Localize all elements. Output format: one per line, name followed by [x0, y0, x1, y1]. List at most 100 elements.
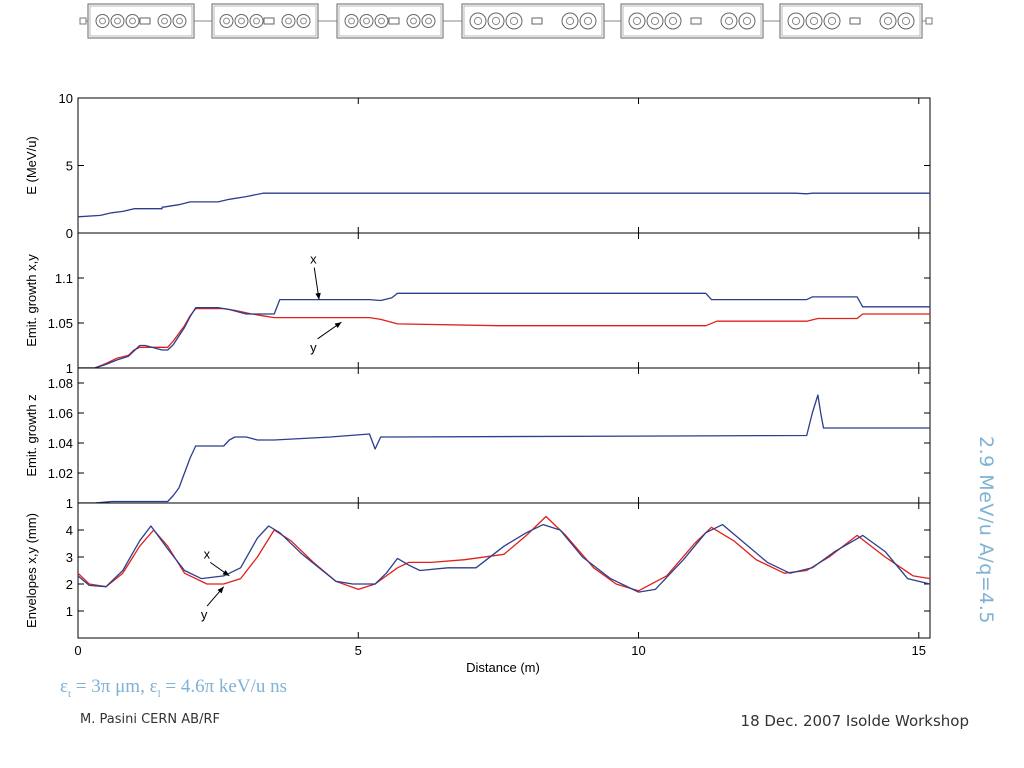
- annotation-label: y: [201, 607, 208, 622]
- cryomodule: [779, 3, 923, 39]
- cavity-core: [809, 16, 819, 26]
- y-tick-label: 3: [66, 550, 73, 565]
- chart-panel: 1 1.02 1.04 1.06 1.08 Emit. growth z: [24, 367, 931, 511]
- series-line-x: [78, 292, 930, 369]
- y-tick-label: 1: [66, 496, 73, 511]
- beam-parameters-caption: 2.9 MeV/u A/q=4.5: [975, 436, 997, 624]
- cavity-core: [363, 17, 370, 25]
- annotation-label: y: [310, 340, 317, 355]
- cavity-core: [238, 17, 245, 25]
- cavity: [897, 12, 915, 30]
- annotation-label: x: [204, 546, 211, 561]
- y-axis-label: Emit. growth x,y: [24, 254, 39, 347]
- series-line-x: [77, 523, 931, 593]
- x-tick-label: 0: [74, 643, 81, 658]
- chart-panel: 1 2 3 4 Envelopes x,y (mm) x y 0 5 10 15: [24, 502, 931, 658]
- cavity-core: [300, 17, 307, 25]
- y-tick-label: 2: [66, 577, 73, 592]
- cavity: [805, 12, 823, 30]
- emittance-equation: εt = 3π μm, εl = 4.6π keV/u ns: [60, 676, 288, 700]
- cavity: [561, 12, 579, 30]
- cavity: [234, 14, 249, 28]
- cavity-core: [223, 17, 230, 25]
- cryomodule-inner: [781, 5, 921, 37]
- cavity-core: [901, 16, 911, 26]
- cryomodule: [211, 3, 319, 39]
- cavity: [249, 14, 264, 28]
- cavity-core: [285, 17, 292, 25]
- cavity-core: [742, 16, 752, 26]
- solenoid: [388, 17, 400, 25]
- cavity: [505, 12, 523, 30]
- annotation-arrowhead: [334, 322, 342, 329]
- author-footer: M. Pasini CERN AB/RF: [80, 712, 220, 727]
- cavity-core: [129, 17, 136, 25]
- cryomodule: [87, 3, 195, 39]
- cryomodule-inner: [213, 5, 317, 37]
- cryomodule: [336, 3, 444, 39]
- solenoid: [690, 17, 702, 25]
- cryomodule-inner: [622, 5, 762, 37]
- cavity: [344, 14, 359, 28]
- cavity-core: [253, 17, 260, 25]
- cavity: [738, 12, 756, 30]
- x-tick-label: 15: [912, 643, 926, 658]
- y-tick-label: 1: [66, 361, 73, 376]
- cavity-core: [378, 17, 385, 25]
- panel-frame: [77, 97, 931, 234]
- cavity-core: [348, 17, 355, 25]
- cavity-core: [176, 17, 183, 25]
- y-tick-label: 1.02: [48, 466, 73, 481]
- cavity: [95, 14, 110, 28]
- end-box-left: [79, 17, 87, 25]
- solenoid: [139, 17, 151, 25]
- cavity: [787, 12, 805, 30]
- y-tick-label: 10: [59, 91, 73, 106]
- y-tick-label: 1.06: [48, 406, 73, 421]
- cavity: [406, 14, 421, 28]
- annotation-label: x: [310, 252, 317, 267]
- cavity: [579, 12, 597, 30]
- cavity: [374, 14, 389, 28]
- cryomodule: [461, 3, 605, 39]
- cavity: [823, 12, 841, 30]
- cryomodule-inner: [338, 5, 442, 37]
- cavity-core: [724, 16, 734, 26]
- cryomodule-lattice-diagram: [79, 3, 933, 39]
- cavity-core: [632, 16, 642, 26]
- cavity-core: [99, 17, 106, 25]
- cavity: [664, 12, 682, 30]
- y-tick-label: 1.04: [48, 436, 73, 451]
- annotation-arrowhead: [315, 292, 321, 300]
- solenoid: [849, 17, 861, 25]
- cavity-core: [668, 16, 678, 26]
- y-tick-label: 1.1: [55, 271, 73, 286]
- cavity: [281, 14, 296, 28]
- cavity: [110, 14, 125, 28]
- y-tick-label: 1.05: [48, 316, 73, 331]
- cavity: [157, 14, 172, 28]
- cavity: [628, 12, 646, 30]
- cavity: [646, 12, 664, 30]
- solenoid: [531, 17, 543, 25]
- x-axis-label: Distance (m): [466, 660, 540, 675]
- cavity-core: [491, 16, 501, 26]
- cavity: [125, 14, 140, 28]
- y-tick-label: 1.08: [48, 376, 73, 391]
- cavity: [487, 12, 505, 30]
- solenoid: [263, 17, 275, 25]
- series-line-x: [78, 394, 930, 504]
- cavity-core: [883, 16, 893, 26]
- cavity: [219, 14, 234, 28]
- cavity-core: [425, 17, 432, 25]
- x-tick-label: 10: [631, 643, 645, 658]
- cavity-core: [791, 16, 801, 26]
- cavity-core: [410, 17, 417, 25]
- y-tick-label: 1: [66, 604, 73, 619]
- series-line-y: [77, 515, 931, 592]
- chart-panel: 1 1.05 1.1 Emit. growth x,y x y: [24, 232, 931, 376]
- y-axis-label: E (MeV/u): [24, 136, 39, 195]
- cryomodule: [620, 3, 764, 39]
- cavity-core: [650, 16, 660, 26]
- y-axis-label: Envelopes x,y (mm): [24, 513, 39, 628]
